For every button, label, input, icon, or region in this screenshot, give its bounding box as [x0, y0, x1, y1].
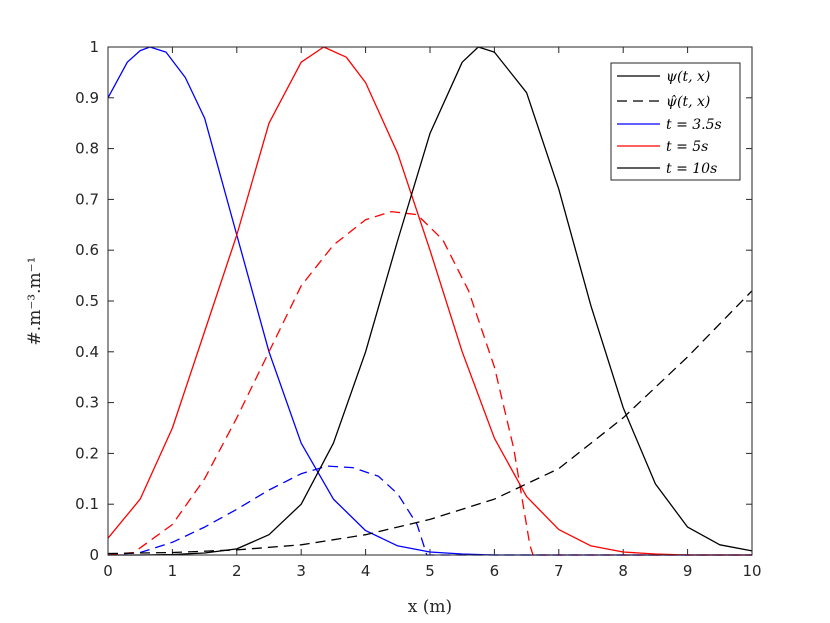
y-tick-label: 0.7: [75, 190, 99, 208]
series-line-5: [107, 290, 753, 555]
legend-box: [610, 62, 741, 181]
y-tick-label: 0: [89, 546, 99, 564]
x-tick-label: 4: [361, 562, 371, 580]
x-tick-label: 0: [103, 562, 113, 580]
legend-label-t5: t = 5s: [666, 139, 708, 155]
y-tick-label: 0.4: [75, 343, 99, 361]
x-tick-label: 9: [683, 562, 693, 580]
y-tick-label: 0.9: [75, 89, 99, 107]
ticks-layer: 0 1 2 3 4 5 6 7 8 9 10 0 0.1 0.2 0.3 0.4 0.5 0.6 0.7 0.8 0.9…: [75, 38, 761, 580]
legend-label-t10: t = 10s: [666, 161, 717, 177]
legend-label-psi-hat: ψ̂(t, x): [666, 94, 710, 110]
y-tick-label: 0.2: [75, 444, 99, 462]
series-layer: [107, 46, 753, 556]
x-tick-label: 3: [296, 562, 306, 580]
series-line-2: [107, 46, 752, 556]
series-line-3: [107, 210, 752, 556]
y-tick-label: 0.1: [75, 495, 99, 513]
x-tick-label: 8: [618, 562, 628, 580]
x-tick-label: 5: [425, 562, 435, 580]
x-axis-label: x (m): [408, 597, 452, 617]
y-axis-label: #.m⁻³.m⁻¹: [25, 257, 45, 346]
legend-label-psi: ψ(t, x): [666, 69, 710, 85]
x-tick-label: 6: [490, 562, 500, 580]
legend-label-t35: t = 3.5s: [666, 117, 722, 133]
y-tick-label: 1: [89, 38, 99, 56]
x-tick-label: 1: [168, 562, 178, 580]
legend: ψ(t, x) ψ̂(t, x) t = 3.5s t = 5s t = 10s: [610, 62, 741, 181]
x-tick-label: 10: [742, 562, 761, 580]
y-tick-label: 0.3: [75, 394, 99, 412]
y-tick-label: 0.5: [75, 292, 99, 310]
x-tick-label: 2: [232, 562, 242, 580]
x-tick-label: 7: [554, 562, 564, 580]
y-tick-label: 0.8: [75, 140, 99, 158]
y-tick-label: 0.6: [75, 241, 99, 259]
axes-box: [107, 46, 753, 556]
